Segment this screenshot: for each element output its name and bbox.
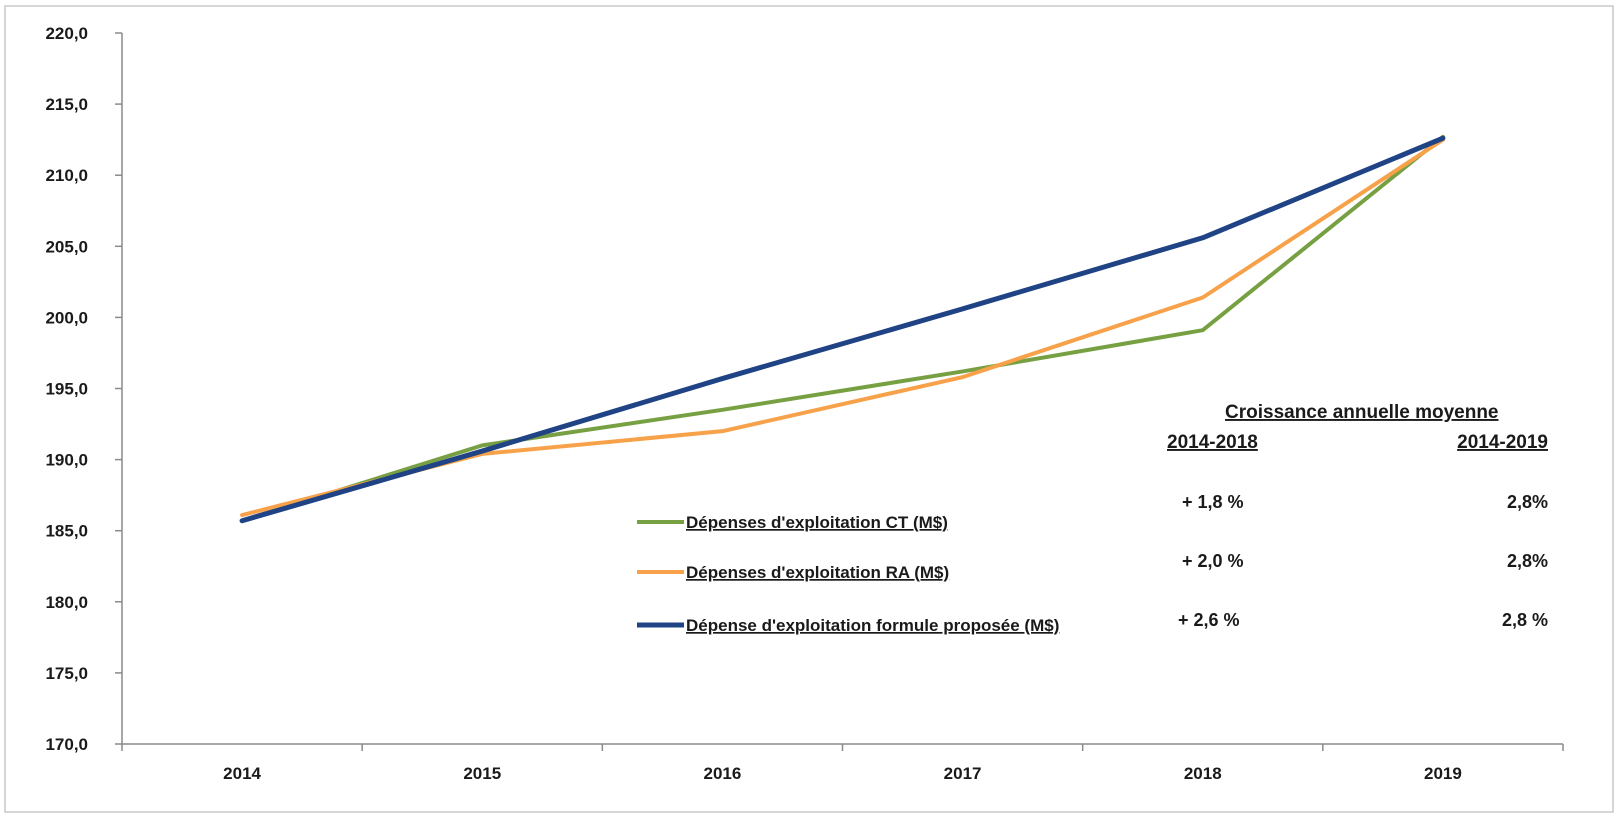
y-tick-label: 170,0 [45, 735, 88, 754]
legend-label-proposed: Dépense d'exploitation formule proposée … [686, 616, 1059, 635]
x-tick-label: 2014 [223, 764, 261, 783]
x-tick-label: 2018 [1184, 764, 1222, 783]
x-tick-label: 2016 [704, 764, 742, 783]
y-tick-label: 200,0 [45, 308, 88, 327]
growth-value-ct-2014-2018: + 1,8 % [1182, 492, 1244, 512]
x-tick-label: 2019 [1424, 764, 1462, 783]
growth-value-ra-2014-2019: 2,8% [1507, 551, 1548, 571]
growth-value-proposed-2014-2019: 2,8 % [1502, 610, 1548, 630]
growth-value-proposed-2014-2018: + 2,6 % [1178, 610, 1240, 630]
growth-table-title: Croissance annuelle moyenne [1225, 402, 1499, 423]
legend-label-ct: Dépenses d'exploitation CT (M$) [686, 513, 948, 532]
y-tick-label: 175,0 [45, 664, 88, 683]
growth-period-2014-2018: 2014-2018 [1167, 432, 1258, 453]
y-tick-label: 195,0 [45, 380, 88, 399]
legend-label-ra: Dépenses d'exploitation RA (M$) [686, 563, 949, 582]
y-tick-label: 185,0 [45, 522, 88, 541]
y-tick-label: 210,0 [45, 166, 88, 185]
growth-value-ct-2014-2019: 2,8% [1507, 492, 1548, 512]
y-tick-label: 220,0 [45, 24, 88, 43]
y-tick-label: 180,0 [45, 593, 88, 612]
x-tick-label: 2015 [463, 764, 501, 783]
growth-value-ra-2014-2018: + 2,0 % [1182, 551, 1244, 571]
y-tick-label: 215,0 [45, 95, 88, 114]
growth-period-2014-2019: 2014-2019 [1457, 432, 1548, 453]
y-tick-label: 205,0 [45, 237, 88, 256]
x-tick-label: 2017 [944, 764, 982, 783]
y-tick-label: 190,0 [45, 451, 88, 470]
